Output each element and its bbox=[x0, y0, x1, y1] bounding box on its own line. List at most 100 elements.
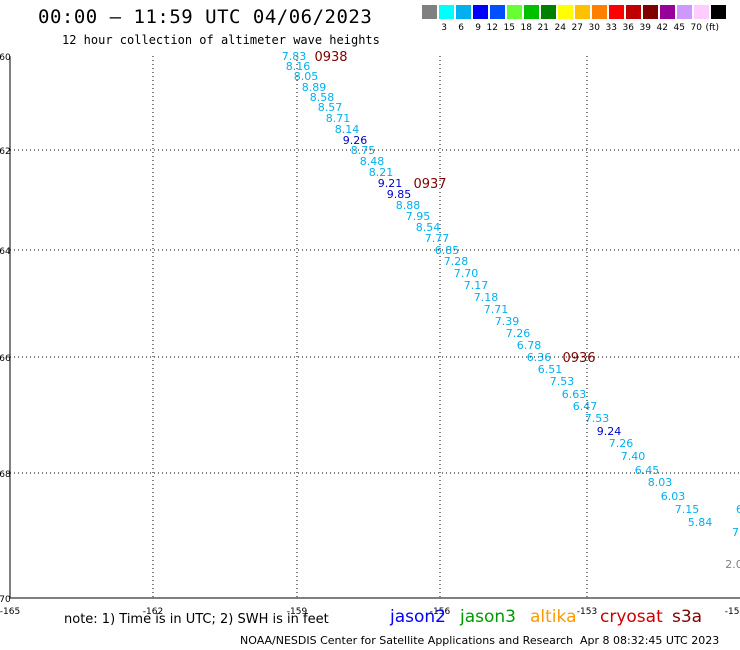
wave-height-label-edge: 6 bbox=[736, 503, 740, 516]
scale-swatch bbox=[643, 5, 659, 19]
wave-height-label: 7.53 bbox=[550, 375, 575, 388]
legend-note: note: 1) Time is in UTC; 2) SWH is in fe… bbox=[64, 612, 329, 627]
lat-tick-label: -66 bbox=[0, 354, 11, 364]
time-label: 0937 bbox=[413, 177, 446, 192]
scale-label: 15 bbox=[503, 23, 515, 33]
wave-height-label: 7.77 bbox=[425, 232, 450, 245]
wave-height-label: 5.84 bbox=[688, 516, 713, 529]
wave-height-label: 8.75 bbox=[351, 144, 376, 157]
scale-label: 9 bbox=[475, 23, 481, 33]
lon-tick-label: -165 bbox=[0, 607, 20, 617]
scale-label: 30 bbox=[588, 23, 600, 33]
time-label: 0936 bbox=[562, 351, 595, 366]
wave-height-label: 8.71 bbox=[326, 112, 351, 125]
wave-height-label: 6.51 bbox=[538, 363, 563, 376]
wave-height-label: 8.54 bbox=[416, 221, 441, 234]
scale-swatch bbox=[609, 5, 625, 19]
scale-label: 70 bbox=[690, 23, 702, 33]
map-title: 00:00 – 11:59 UTC 04/06/2023 bbox=[38, 6, 373, 28]
wave-height-label: 6.47 bbox=[573, 400, 598, 413]
lon-tick-label: -150 bbox=[725, 607, 740, 617]
scale-swatch bbox=[541, 5, 557, 19]
scale-swatch bbox=[473, 5, 489, 19]
scale-label: 21 bbox=[537, 23, 549, 33]
footer-date: Apr 8 08:32:45 UTC 2023 bbox=[580, 634, 720, 647]
scale-label: 6 bbox=[458, 23, 464, 33]
scale-swatch bbox=[677, 5, 693, 19]
wave-height-label: 8.21 bbox=[369, 166, 394, 179]
lon-tick-label: -159 bbox=[287, 607, 308, 617]
wave-height-label: 6.03 bbox=[661, 490, 686, 503]
legend-jason2: jason2 bbox=[390, 607, 446, 627]
scale-label: 45 bbox=[673, 23, 685, 33]
wave-height-label: 8.58 bbox=[310, 91, 335, 104]
wave-height-label: 7.15 bbox=[675, 503, 700, 516]
wave-height-label: 7.95 bbox=[406, 210, 431, 223]
lon-tick-label: -156 bbox=[430, 607, 451, 617]
scale-label: 18 bbox=[520, 23, 532, 33]
lat-tick-label: -60 bbox=[0, 53, 11, 63]
time-label: 0938 bbox=[314, 50, 347, 65]
lat-tick-label: -70 bbox=[0, 595, 11, 605]
scale-swatch bbox=[694, 5, 710, 19]
scale-label: 3 bbox=[441, 23, 447, 33]
legend-altika: altika bbox=[530, 607, 577, 627]
wave-height-label: 6.78 bbox=[517, 339, 542, 352]
scale-label: 27 bbox=[571, 23, 583, 33]
scale-label: 33 bbox=[605, 23, 617, 33]
scale-label: 36 bbox=[622, 23, 634, 33]
wave-height-label: 9.85 bbox=[387, 188, 412, 201]
scale-swatch bbox=[507, 5, 523, 19]
wave-height-label: 8.03 bbox=[648, 476, 673, 489]
wave-height-label: 6.36 bbox=[527, 351, 552, 364]
scale-swatch bbox=[660, 5, 676, 19]
wave-height-label: 8.05 bbox=[294, 70, 319, 83]
wave-height-label: 6.63 bbox=[562, 388, 587, 401]
wave-height-label: 6.85 bbox=[435, 244, 460, 257]
wave-height-label-edge: 7 bbox=[732, 526, 739, 539]
legend-jason3: jason3 bbox=[460, 607, 516, 627]
wave-height-label: 7.53 bbox=[585, 412, 610, 425]
wave-height-label: 7.40 bbox=[621, 450, 646, 463]
lon-tick-label: -153 bbox=[577, 607, 597, 617]
wave-height-label: 7.71 bbox=[484, 303, 509, 316]
wave-height-label: 2.0 bbox=[725, 558, 740, 571]
wave-height-label: 8.16 bbox=[286, 60, 311, 73]
scale-swatch bbox=[422, 5, 438, 19]
scale-swatch bbox=[626, 5, 642, 19]
scale-swatch bbox=[524, 5, 540, 19]
scale-label: (ft) bbox=[705, 23, 719, 33]
wave-height-label: 9.26 bbox=[343, 134, 368, 147]
lat-tick-label: -62 bbox=[0, 147, 11, 157]
wave-height-label: 8.57 bbox=[318, 101, 343, 114]
lon-tick-label: -162 bbox=[143, 607, 163, 617]
wave-height-label: 8.89 bbox=[302, 81, 327, 94]
scale-label: 42 bbox=[656, 23, 668, 33]
scale-swatch bbox=[439, 5, 455, 19]
wave-height-label: 7.28 bbox=[444, 255, 469, 268]
scale-swatch bbox=[711, 5, 727, 19]
scale-swatch bbox=[490, 5, 506, 19]
map-subtitle: 12 hour collection of altimeter wave hei… bbox=[62, 33, 380, 47]
wave-height-label: 7.70 bbox=[454, 267, 479, 280]
wave-height-label: 8.48 bbox=[360, 155, 385, 168]
scale-swatch bbox=[575, 5, 591, 19]
scale-label: 39 bbox=[639, 23, 651, 33]
legend-s3a: s3a bbox=[672, 607, 703, 627]
wave-height-label: 7.83 bbox=[282, 50, 307, 63]
footer-credit: NOAA/NESDIS Center for Satellite Applica… bbox=[240, 634, 574, 647]
wave-height-label: 7.26 bbox=[506, 327, 531, 340]
scale-swatch bbox=[592, 5, 608, 19]
wave-height-label: 8.88 bbox=[396, 199, 421, 212]
lat-tick-label: -68 bbox=[0, 470, 11, 480]
legend-cryosat: cryosat bbox=[600, 607, 663, 627]
wave-height-label: 7.26 bbox=[609, 437, 634, 450]
wave-height-label: 8.14 bbox=[335, 123, 360, 136]
scale-swatch bbox=[456, 5, 472, 19]
wave-height-label: 6.45 bbox=[635, 464, 660, 477]
wave-height-label: 7.17 bbox=[464, 279, 489, 292]
scale-label: 24 bbox=[554, 23, 566, 33]
scale-label: 12 bbox=[486, 23, 498, 33]
scale-swatch bbox=[558, 5, 574, 19]
